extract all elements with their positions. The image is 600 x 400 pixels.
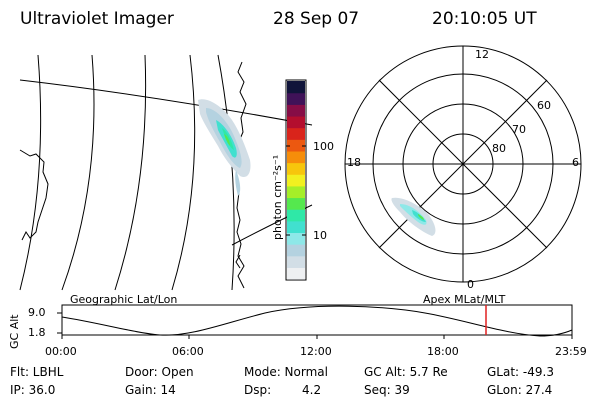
info-dsp-label: Dsp: (244, 383, 272, 397)
map-meridian (114, 54, 147, 291)
mlt-label-18: 18 (347, 156, 361, 169)
colorbar-bands (287, 81, 305, 280)
timeline-xtick-1200: 12:00 (300, 345, 332, 358)
timeline-xtick-1800: 18:00 (427, 345, 459, 358)
colorbar-band (287, 162, 305, 175)
timeline-ytick-1-8: 1.8 (28, 326, 46, 339)
mlt-label-0: 0 (467, 278, 474, 291)
info-gc-alt: GC Alt: 5.7 Re (364, 365, 448, 379)
map-meridian (171, 54, 196, 291)
mlat-label-60: 60 (537, 99, 551, 112)
map-meridian (19, 54, 42, 291)
timeline-xtick-0000: 00:00 (45, 345, 77, 358)
colorbar-band (287, 255, 305, 268)
colorbar-band (287, 197, 305, 210)
coastline-west (19, 149, 49, 241)
mlat-label-70: 70 (512, 123, 526, 136)
colorbar-band (287, 115, 305, 129)
info-ip: IP: 36.0 (10, 383, 56, 397)
colorbar-band (287, 267, 305, 280)
coastline-detail (235, 254, 241, 269)
info-dsp-value: 4.2 (302, 383, 322, 397)
map-meridian (217, 54, 235, 291)
timeline-panel (57, 304, 573, 339)
colorbar-band (287, 209, 305, 222)
colorbar-tick-10: 10 (313, 229, 327, 242)
info-glon: GLon: 27.4 (487, 383, 553, 397)
timeline-xtick-0600: 06:00 (172, 345, 204, 358)
colorbar-band (287, 81, 305, 94)
timeline-ytick-9: 9.0 (28, 306, 46, 319)
info-door: Door: Open (125, 365, 194, 379)
mlt-label-12: 12 (475, 48, 489, 61)
mlt-label-6: 6 (572, 156, 579, 169)
info-seq: Seq: 39 (364, 383, 410, 397)
map-meridian (61, 54, 95, 291)
orbit-altitude-curve (61, 305, 573, 337)
colorbar-band (287, 174, 305, 187)
colorbar-band (287, 150, 305, 164)
timeline-axis-label: GC Alt (8, 314, 21, 349)
info-flt: Flt: LBHL (10, 365, 64, 379)
date-label: 28 Sep 07 (273, 9, 360, 29)
apex-caption: Apex MLat/MLT (423, 293, 506, 306)
colorbar-band (287, 139, 305, 152)
aurora-polar (391, 197, 436, 236)
colorbar-band (287, 220, 305, 234)
geographic-caption: Geographic Lat/Lon (70, 293, 178, 306)
colorbar-band (287, 92, 305, 105)
colorbar-band (287, 127, 305, 140)
geographic-map (19, 54, 313, 291)
info-mode: Mode: Normal (244, 365, 328, 379)
aurora-geographic (198, 99, 251, 196)
info-gain: Gain: 14 (125, 383, 176, 397)
polar-diagonal (378, 79, 548, 249)
instrument-title: Ultraviolet Imager (20, 9, 174, 29)
mlat-label-80: 80 (492, 142, 506, 155)
colorbar-band (287, 232, 305, 245)
timeline-xtick-2359: 23:59 (555, 345, 587, 358)
polar-plot (344, 45, 582, 283)
colorbar-tick-100: 100 (313, 140, 334, 153)
info-glat: GLat: -49.3 (487, 365, 554, 379)
map-parallel (19, 79, 313, 126)
colorbar-band (287, 244, 305, 257)
colorbar-band (287, 185, 305, 199)
colorbar (285, 79, 307, 281)
colorbar-unit-label: photon cm⁻²s⁻¹ (271, 154, 284, 240)
time-label: 20:10:05 UT (432, 9, 537, 29)
colorbar-band (287, 104, 305, 117)
